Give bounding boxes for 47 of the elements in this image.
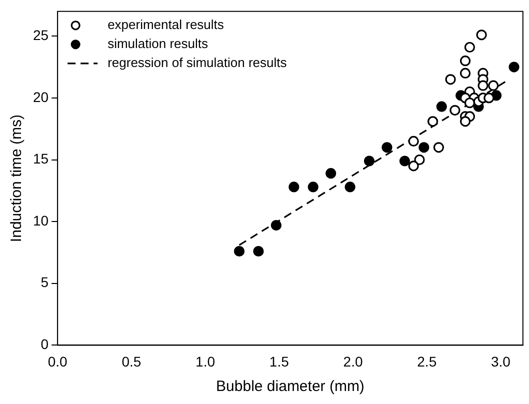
x-tick-label: 2.5	[417, 353, 437, 370]
point	[478, 80, 488, 91]
point	[364, 156, 375, 166]
y-tick-label: 0	[40, 336, 49, 352]
y-axis-title: Induction time (ms)	[8, 114, 26, 242]
point	[418, 142, 430, 153]
x-axis-title: Bubble diameter (mm)	[216, 378, 364, 396]
point	[414, 154, 425, 166]
x-tick-label: 2.0	[343, 353, 363, 370]
y-tick-label: 25	[32, 26, 49, 43]
x-tick-label: 0.5	[122, 353, 142, 370]
y-tick-label: 10	[32, 212, 49, 228]
point	[427, 116, 438, 127]
legend-label: simulation results	[108, 36, 208, 51]
point	[488, 80, 499, 91]
point	[450, 105, 460, 116]
point	[464, 98, 476, 108]
point	[326, 168, 336, 179]
point	[445, 74, 456, 85]
x-tick-label: 1.5	[269, 353, 290, 370]
point	[253, 246, 264, 257]
x-tick-label: 3.0	[491, 353, 511, 370]
point	[460, 56, 471, 66]
point	[460, 68, 471, 79]
point	[460, 116, 471, 127]
point	[399, 156, 410, 166]
point	[476, 30, 487, 40]
point	[382, 142, 392, 153]
point	[484, 92, 494, 104]
x-tick-label: 0.0	[48, 353, 68, 370]
point	[508, 62, 520, 72]
legend-label: experimental results	[108, 16, 224, 32]
point	[408, 160, 419, 172]
point	[308, 182, 318, 192]
point	[464, 42, 476, 53]
point	[288, 182, 300, 192]
y-tick-label: 15	[32, 150, 49, 167]
point	[433, 142, 444, 153]
legend-label: regression of simulation results	[108, 54, 288, 70]
point	[234, 246, 245, 257]
point	[344, 182, 356, 192]
point	[436, 101, 447, 112]
y-tick-label: 5	[40, 274, 49, 290]
point	[270, 220, 282, 231]
point	[408, 136, 419, 147]
y-tick-label: 20	[32, 88, 49, 105]
x-tick-label: 1.0	[196, 353, 216, 370]
